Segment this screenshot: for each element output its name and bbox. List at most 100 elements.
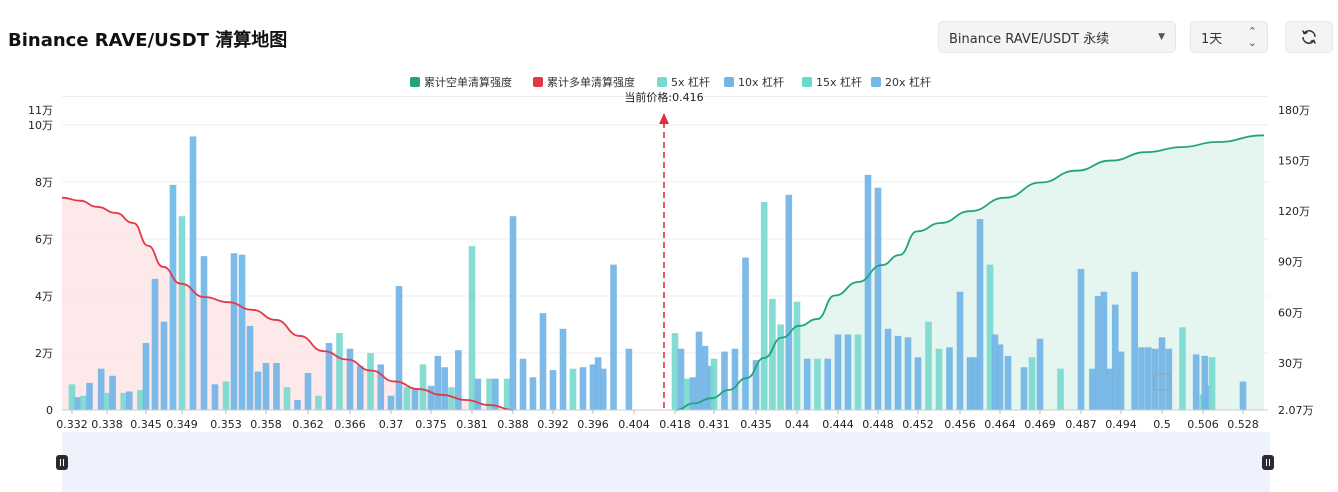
liquidation-bar[interactable] bbox=[273, 362, 280, 410]
liquidation-bar[interactable] bbox=[539, 313, 547, 410]
liquidation-bar[interactable] bbox=[803, 358, 811, 410]
liquidation-bar[interactable] bbox=[1100, 291, 1108, 410]
liquidation-bar[interactable] bbox=[336, 333, 343, 410]
liquidation-bar[interactable] bbox=[377, 364, 385, 410]
liquidation-bar[interactable] bbox=[971, 357, 979, 410]
liquidation-bar[interactable] bbox=[387, 395, 395, 410]
liquidation-bar[interactable] bbox=[689, 377, 697, 410]
liquidation-bar[interactable] bbox=[294, 400, 301, 410]
liquidation-bar[interactable] bbox=[1239, 381, 1247, 411]
liquidation-bar[interactable] bbox=[169, 184, 177, 410]
liquidation-bar[interactable] bbox=[474, 378, 482, 410]
liquidation-bar[interactable] bbox=[1020, 367, 1028, 410]
liquidation-bar[interactable] bbox=[589, 364, 597, 410]
liquidation-bar[interactable] bbox=[1138, 347, 1145, 410]
liquidation-bar[interactable] bbox=[395, 286, 403, 410]
liquidation-bar[interactable] bbox=[884, 328, 892, 410]
liquidation-bar[interactable] bbox=[1036, 338, 1044, 410]
liquidation-bar[interactable] bbox=[1208, 357, 1216, 410]
liquidation-bar[interactable] bbox=[519, 358, 527, 410]
liquidation-bar[interactable] bbox=[1145, 347, 1152, 410]
legend-item[interactable]: 15x 杠杆 bbox=[802, 75, 862, 89]
liquidation-bar[interactable] bbox=[403, 387, 411, 410]
interval-select[interactable]: 1天 ⌃ ⌄ bbox=[1190, 21, 1268, 53]
liquidation-bar[interactable] bbox=[1179, 327, 1186, 410]
liquidation-bar[interactable] bbox=[367, 353, 374, 410]
liquidation-bar[interactable] bbox=[854, 334, 862, 410]
liquidation-bar[interactable] bbox=[701, 345, 709, 410]
chart-legend[interactable]: 累计空单清算强度 累计多单清算强度 5x 杠杆 10x 杠杆 15x 杠杆 20x 杠杆 bbox=[410, 75, 931, 89]
liquidation-bar[interactable] bbox=[230, 253, 238, 410]
liquidation-bar[interactable] bbox=[468, 246, 476, 410]
liquidation-bar[interactable] bbox=[109, 375, 116, 410]
liquidation-bar[interactable] bbox=[238, 254, 246, 410]
liquidation-bar[interactable] bbox=[721, 351, 728, 410]
slider-handle-right[interactable] bbox=[1262, 455, 1274, 470]
liquidation-bar[interactable] bbox=[455, 350, 462, 410]
zoom-slider[interactable] bbox=[56, 432, 1274, 492]
liquidation-bar[interactable] bbox=[894, 335, 902, 410]
liquidation-bar[interactable] bbox=[80, 395, 87, 410]
liquidation-bar[interactable] bbox=[1028, 357, 1036, 410]
liquidation-bar[interactable] bbox=[559, 328, 567, 410]
liquidation-bar[interactable] bbox=[844, 334, 852, 410]
liquidation-bar[interactable] bbox=[1111, 304, 1119, 410]
liquidation-bar[interactable] bbox=[874, 187, 882, 410]
liquidation-bar[interactable] bbox=[777, 324, 784, 411]
liquidation-bar[interactable] bbox=[760, 201, 768, 410]
liquidation-bar[interactable] bbox=[966, 357, 974, 410]
liquidation-bar[interactable] bbox=[448, 387, 455, 410]
liquidation-bar[interactable] bbox=[1089, 368, 1096, 410]
liquidation-bar[interactable] bbox=[986, 264, 994, 410]
liquidation-bar[interactable] bbox=[677, 348, 685, 410]
liquidation-bar[interactable] bbox=[304, 372, 312, 410]
liquidation-bar[interactable] bbox=[594, 357, 602, 410]
liquidation-bar[interactable] bbox=[1201, 355, 1209, 410]
liquidation-bar[interactable] bbox=[200, 256, 208, 410]
liquidation-bar[interactable] bbox=[1158, 337, 1166, 410]
liquidation-bar[interactable] bbox=[1057, 368, 1064, 410]
liquidation-bar[interactable] bbox=[125, 391, 133, 410]
liquidation-bar[interactable] bbox=[599, 368, 607, 410]
liquidation-bar[interactable] bbox=[137, 390, 144, 410]
liquidation-bar[interactable] bbox=[103, 392, 111, 410]
liquidation-bar[interactable] bbox=[441, 367, 448, 410]
legend-item[interactable]: 累计空单清算强度 bbox=[410, 75, 512, 89]
liquidation-bar[interactable] bbox=[1106, 368, 1113, 410]
legend-item[interactable]: 5x 杠杆 bbox=[657, 75, 710, 89]
liquidation-bar[interactable] bbox=[427, 385, 435, 410]
liquidation-bar[interactable] bbox=[315, 395, 322, 410]
liquidation-bar[interactable] bbox=[1077, 268, 1085, 410]
liquidation-bar[interactable] bbox=[785, 194, 793, 410]
liquidation-bar[interactable] bbox=[160, 321, 168, 410]
liquidation-bar[interactable] bbox=[86, 382, 93, 410]
liquidation-bar[interactable] bbox=[434, 355, 442, 410]
liquidation-bar[interactable] bbox=[97, 368, 105, 410]
liquidation-bar[interactable] bbox=[1131, 271, 1138, 410]
liquidation-bar[interactable] bbox=[325, 343, 333, 410]
liquidation-bar[interactable] bbox=[991, 334, 999, 410]
slider-handle-left[interactable] bbox=[56, 455, 68, 470]
liquidation-bar[interactable] bbox=[834, 334, 842, 410]
liquidation-bar[interactable] bbox=[769, 298, 776, 410]
liquidation-bar[interactable] bbox=[814, 358, 821, 410]
liquidation-bar[interactable] bbox=[710, 358, 718, 410]
liquidation-bar[interactable] bbox=[283, 387, 291, 410]
liquidation-bar[interactable] bbox=[246, 325, 254, 410]
liquidation-bar[interactable] bbox=[793, 301, 801, 410]
liquidation-bar[interactable] bbox=[946, 347, 953, 410]
liquidation-bar[interactable] bbox=[419, 364, 427, 410]
liquidation-bar[interactable] bbox=[671, 333, 679, 410]
liquidation-bar[interactable] bbox=[178, 216, 186, 410]
liquidation-bar[interactable] bbox=[120, 392, 128, 410]
liquidation-bar[interactable] bbox=[752, 360, 760, 410]
liquidation-bar[interactable] bbox=[579, 367, 587, 410]
liquidation-bar[interactable] bbox=[346, 348, 354, 410]
liquidation-bar[interactable] bbox=[683, 378, 691, 410]
liquidation-bar[interactable] bbox=[731, 348, 739, 410]
liquidation-bar[interactable] bbox=[824, 358, 832, 410]
legend-item[interactable]: 20x 杠杆 bbox=[871, 75, 931, 89]
liquidation-bar[interactable] bbox=[549, 370, 557, 410]
liquidation-bar[interactable] bbox=[222, 381, 230, 411]
liquidation-bar[interactable] bbox=[74, 397, 82, 410]
